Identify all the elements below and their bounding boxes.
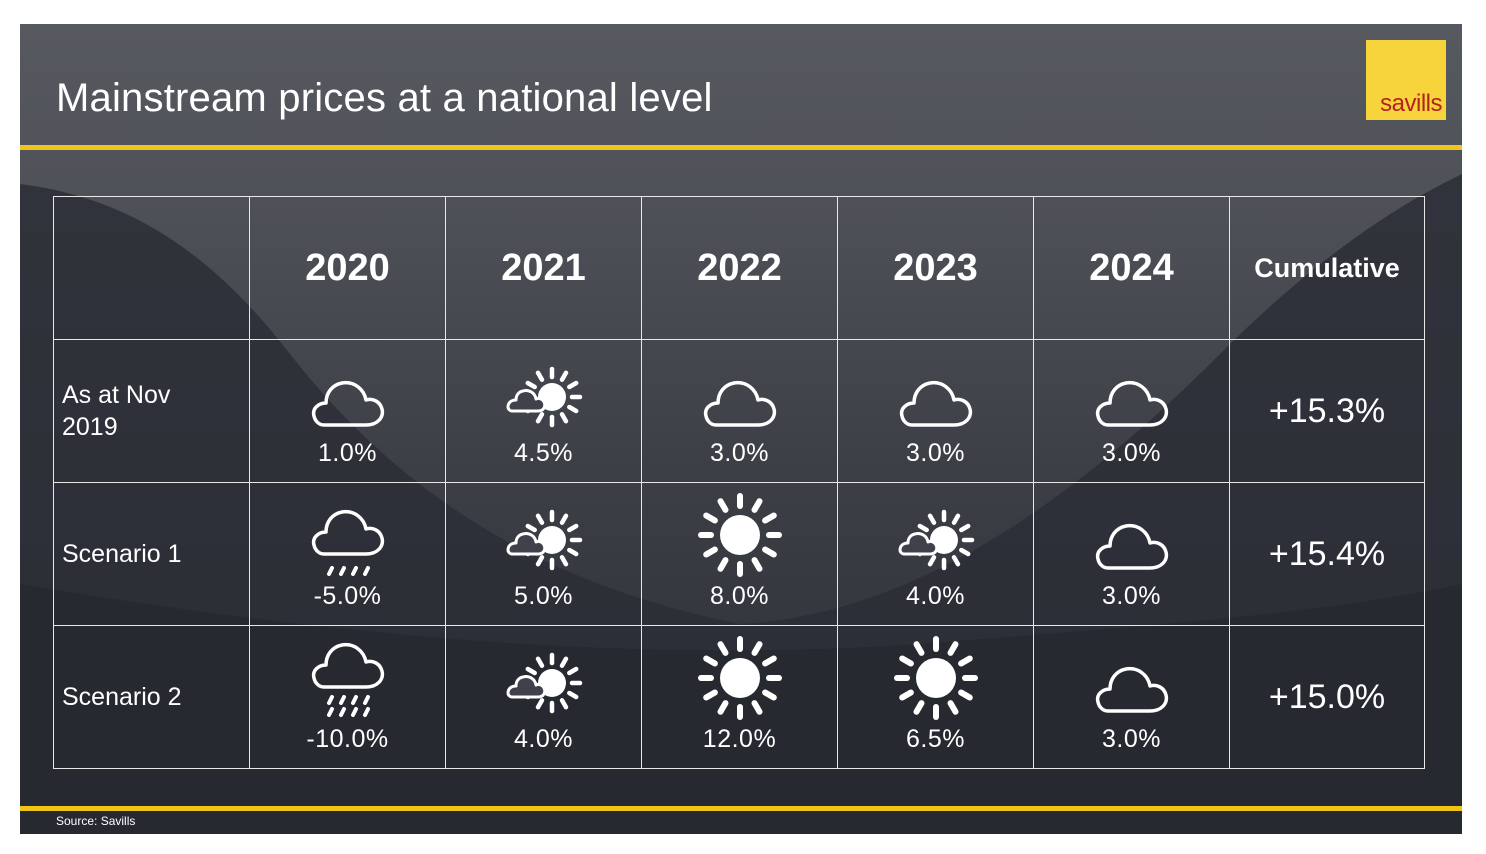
forecast-cell: 3.0% — [1033, 625, 1230, 769]
cumulative-value: +15.0% — [1268, 677, 1386, 716]
cloud-icon — [899, 380, 972, 427]
col-header-cumulative: Cumulative — [1229, 196, 1425, 340]
forecast-cell: 4.0% — [837, 482, 1034, 626]
forecast-value: 3.0% — [1102, 582, 1161, 610]
forecast-table: 2020 2021 2022 2023 2024 Cumulative As a… — [53, 196, 1425, 769]
sun-cloud-icon — [506, 652, 582, 714]
header-rule — [20, 145, 1462, 150]
forecast-value: 4.0% — [906, 582, 965, 610]
forecast-cell: -5.0% — [249, 482, 446, 626]
forecast-value: -10.0% — [306, 725, 389, 753]
slide: Mainstream prices at a national level sa… — [20, 24, 1462, 834]
cloud-icon — [703, 380, 776, 427]
source-note: Source: Savills — [56, 814, 136, 828]
cumulative-value: +15.4% — [1268, 534, 1386, 573]
col-header-2022: 2022 — [641, 196, 838, 340]
row-label: As at Nov 2019 — [53, 339, 250, 483]
forecast-cell: 12.0% — [641, 625, 838, 769]
cloud-icon — [1095, 380, 1168, 427]
cumulative-cell: +15.0% — [1229, 625, 1425, 769]
forecast-cell: 5.0% — [445, 482, 642, 626]
row-label: Scenario 1 — [53, 482, 250, 626]
sun-icon — [893, 636, 978, 720]
forecast-value: -5.0% — [313, 582, 382, 610]
forecast-value: 5.0% — [514, 582, 573, 610]
forecast-cell: 3.0% — [641, 339, 838, 483]
forecast-cell: 4.0% — [445, 625, 642, 769]
sun-cloud-icon — [898, 509, 974, 571]
footer-rule — [20, 806, 1462, 811]
forecast-value: 4.0% — [514, 725, 573, 753]
forecast-cell: 1.0% — [249, 339, 446, 483]
table-row: Scenario 1 -5.0% 5.0% 8.0% 4.0% 3.0% +15.4% — [53, 482, 1425, 626]
logo-text: savills — [1380, 90, 1442, 117]
table-row: As at Nov 2019 1.0% 4.5% 3.0% 3.0% 3.0% +15.3% — [53, 339, 1425, 483]
sun-cloud-icon — [506, 509, 582, 571]
cumulative-cell: +15.4% — [1229, 482, 1425, 626]
cumulative-cell: +15.3% — [1229, 339, 1425, 483]
table-row: Scenario 2 -10.0% 4.0% 12.0% 6.5% 3.0% +15.0% — [53, 625, 1425, 769]
forecast-value: 12.0% — [702, 725, 777, 753]
sun-icon — [697, 493, 782, 577]
savills-logo: savills — [1366, 40, 1446, 120]
forecast-value: 3.0% — [710, 439, 769, 467]
col-header-2021: 2021 — [445, 196, 642, 340]
cumulative-value: +15.3% — [1268, 391, 1386, 430]
col-header-2023: 2023 — [837, 196, 1034, 340]
forecast-value: 3.0% — [906, 439, 965, 467]
forecast-value: 3.0% — [1102, 439, 1161, 467]
heavy-rain-icon — [311, 642, 384, 717]
sun-cloud-icon — [506, 366, 582, 428]
forecast-value: 4.5% — [514, 439, 573, 467]
slide-title: Mainstream prices at a national level — [56, 76, 713, 120]
cloud-icon — [1095, 523, 1168, 570]
forecast-cell: 8.0% — [641, 482, 838, 626]
forecast-cell: 3.0% — [1033, 482, 1230, 626]
light-rain-icon — [311, 509, 384, 576]
col-header-2020: 2020 — [249, 196, 446, 340]
forecast-cell: 3.0% — [837, 339, 1034, 483]
forecast-value: 8.0% — [710, 582, 769, 610]
forecast-cell: -10.0% — [249, 625, 446, 769]
cloud-icon — [311, 380, 384, 427]
sun-icon — [697, 636, 782, 720]
forecast-value: 6.5% — [906, 725, 965, 753]
row-label: Scenario 2 — [53, 625, 250, 769]
forecast-cell: 6.5% — [837, 625, 1034, 769]
forecast-cell: 4.5% — [445, 339, 642, 483]
forecast-cell: 3.0% — [1033, 339, 1230, 483]
col-header-2024: 2024 — [1033, 196, 1230, 340]
forecast-value: 3.0% — [1102, 725, 1161, 753]
cloud-icon — [1095, 666, 1168, 713]
forecast-value: 1.0% — [318, 439, 377, 467]
table-header-row: 2020 2021 2022 2023 2024 Cumulative — [53, 196, 1425, 340]
corner-cell — [53, 196, 250, 340]
